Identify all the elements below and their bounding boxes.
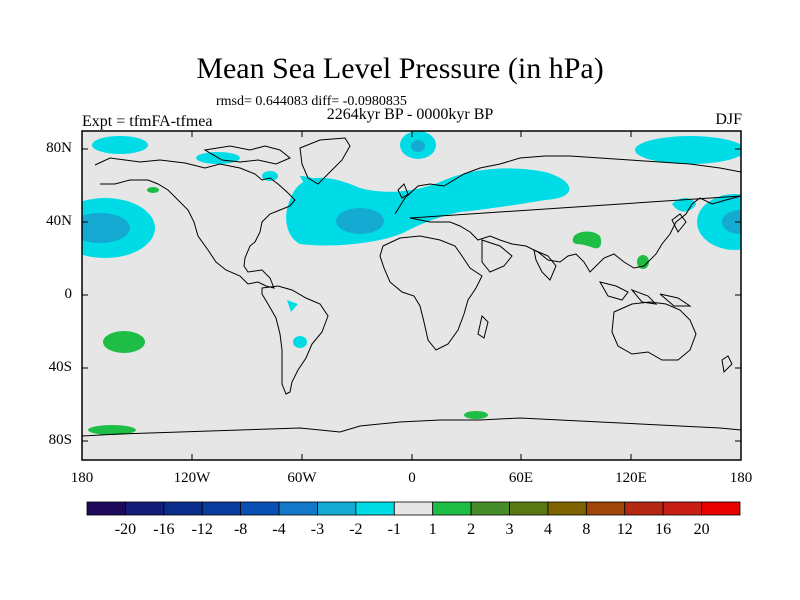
experiment-label: Expt = tfmFA-tfmea	[82, 113, 213, 130]
colorbar-swatch	[125, 501, 165, 516]
colorbar-swatch	[470, 501, 510, 516]
lon-label: 120W	[173, 470, 211, 486]
anomaly-region	[336, 208, 384, 234]
colorbar-label: -8	[233, 521, 248, 538]
colorbar-swatch	[432, 501, 472, 516]
anomaly-region	[300, 176, 328, 193]
colorbar-label: 2	[467, 521, 476, 538]
colorbar-swatch	[701, 501, 741, 516]
colorbar-swatch	[547, 501, 587, 516]
season-label: DJF	[715, 111, 742, 128]
stats-label: rmsd= 0.644083 diff= -0.0980835	[216, 94, 407, 109]
colorbar-label: 3	[505, 521, 514, 538]
colorbar-label: 4	[543, 521, 552, 538]
anomaly-region	[722, 210, 741, 234]
anomaly-region	[411, 140, 425, 152]
colorbar-label: -2	[349, 521, 363, 538]
lat-label: 80N	[46, 140, 72, 156]
colorbar-swatch	[86, 501, 126, 516]
colorbar-label: 20	[693, 521, 710, 538]
anomaly-region	[147, 187, 159, 193]
colorbar-label: -3	[310, 521, 325, 538]
axis-ticks	[81, 131, 742, 460]
lon-label: 60W	[287, 470, 317, 486]
anomaly-region	[635, 136, 741, 164]
anomaly-region	[92, 136, 148, 154]
colorbar-swatch	[278, 501, 318, 516]
colorbar-swatch	[585, 501, 626, 516]
anomaly-region	[88, 425, 136, 435]
anomaly-region	[82, 213, 130, 243]
anomaly-region	[287, 300, 298, 312]
anomaly-region	[637, 255, 649, 269]
colorbar-label: -16	[153, 521, 175, 538]
anomaly-region	[293, 336, 307, 348]
lon-label: 180	[729, 470, 753, 486]
colorbar-label: -20	[114, 521, 137, 538]
period-label: 2264kyr BP - 0000kyr BP	[326, 106, 494, 123]
map-title: Mean Sea Level Pressure (in hPa)	[196, 52, 604, 85]
colorbar-label: 1	[428, 521, 437, 538]
colorbar-label: 8	[582, 521, 591, 538]
anomaly-region	[697, 194, 741, 250]
lon-label: 60E	[508, 470, 534, 486]
anomaly-field	[82, 131, 741, 435]
anomaly-region	[103, 331, 145, 353]
colorbar-label: -4	[272, 521, 286, 538]
anomaly-region	[464, 411, 488, 419]
lon-label: 180	[70, 470, 94, 486]
colorbar-swatch	[163, 501, 203, 516]
colorbar-swatch	[393, 501, 434, 516]
lat-label: 80S	[48, 432, 72, 448]
colorbar-label: -1	[387, 521, 401, 538]
colorbar-swatch	[509, 501, 549, 516]
coastlines	[82, 137, 741, 437]
colorbar-label: 16	[655, 521, 672, 538]
colorbar-swatch	[355, 501, 395, 516]
colorbar-swatch	[662, 501, 702, 516]
colorbar-swatch	[624, 501, 664, 516]
lat-label: 40S	[48, 359, 72, 375]
colorbar-label: 12	[616, 521, 633, 538]
colorbar-label: -12	[191, 521, 213, 538]
colorbar-swatch	[317, 501, 357, 516]
lon-label: 120E	[615, 470, 647, 486]
anomaly-region	[572, 231, 602, 249]
colorbar-swatch	[240, 501, 280, 516]
lat-label: 40N	[46, 213, 72, 229]
lon-label: 0	[408, 470, 416, 486]
colorbar-swatch	[201, 501, 242, 516]
lat-label: 0	[64, 286, 73, 302]
colorbar	[86, 501, 741, 516]
